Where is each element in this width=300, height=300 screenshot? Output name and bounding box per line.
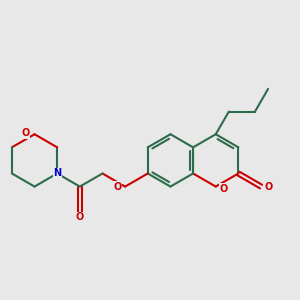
Text: O: O [22,128,30,138]
Text: O: O [265,182,273,192]
Text: O: O [220,184,228,194]
Text: N: N [53,169,61,178]
Text: O: O [76,212,84,223]
Text: O: O [113,182,122,192]
